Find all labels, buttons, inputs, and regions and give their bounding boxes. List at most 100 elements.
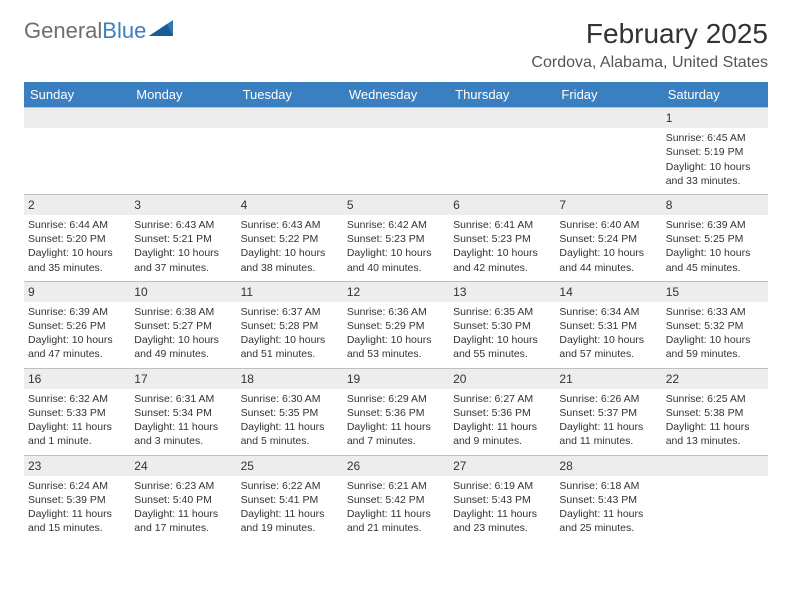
daylight-text: Daylight: 10 hours and 57 minutes. xyxy=(559,333,657,361)
calendar-day: 12Sunrise: 6:36 AMSunset: 5:29 PMDayligh… xyxy=(343,281,449,368)
daylight-text: Daylight: 10 hours and 45 minutes. xyxy=(666,246,764,274)
daylight-text: Daylight: 10 hours and 59 minutes. xyxy=(666,333,764,361)
header: GeneralBlue February 2025 Cordova, Alaba… xyxy=(24,18,768,72)
day-number: 24 xyxy=(130,456,236,476)
sunset-text: Sunset: 5:20 PM xyxy=(28,232,126,246)
sunset-text: Sunset: 5:37 PM xyxy=(559,406,657,420)
calendar-day xyxy=(662,455,768,541)
sunrise-text: Sunrise: 6:38 AM xyxy=(134,305,232,319)
calendar-day: 25 Sunrise: 6:22 AMSunset: 5:41 PMDayligh… xyxy=(237,455,343,541)
daylight-text: Daylight: 11 hours and 25 minutes. xyxy=(559,507,657,535)
calendar-week: 16Sunrise: 6:32 AMSunset: 5:33 PMDayligh… xyxy=(24,368,768,455)
day-number xyxy=(449,108,555,128)
day-number: 23 xyxy=(24,456,130,476)
sunrise-text: Sunrise: 6:37 AM xyxy=(241,305,339,319)
sunset-text: Sunset: 5:19 PM xyxy=(666,145,764,159)
calendar-day: 10Sunrise: 6:38 AMSunset: 5:27 PMDayligh… xyxy=(130,281,236,368)
brand-text: GeneralBlue xyxy=(24,18,146,44)
weekday-header: Friday xyxy=(555,82,661,108)
calendar-day xyxy=(555,108,661,195)
calendar-day: 14Sunrise: 6:34 AMSunset: 5:31 PMDayligh… xyxy=(555,281,661,368)
sunrise-text: Sunrise: 6:22 AM xyxy=(241,479,339,493)
day-number: 28 xyxy=(555,456,661,476)
sunset-text: Sunset: 5:40 PM xyxy=(134,493,232,507)
sunset-text: Sunset: 5:33 PM xyxy=(28,406,126,420)
location: Cordova, Alabama, United States xyxy=(531,54,768,72)
calendar-day xyxy=(343,108,449,195)
sunset-text: Sunset: 5:41 PM xyxy=(241,493,339,507)
daylight-text: Daylight: 10 hours and 42 minutes. xyxy=(453,246,551,274)
day-number xyxy=(662,456,768,476)
calendar-day: 18Sunrise: 6:30 AMSunset: 5:35 PMDayligh… xyxy=(237,368,343,455)
calendar-day: 16Sunrise: 6:32 AMSunset: 5:33 PMDayligh… xyxy=(24,368,130,455)
day-number xyxy=(130,108,236,128)
day-number: 21 xyxy=(555,369,661,389)
weekday-header: Wednesday xyxy=(343,82,449,108)
sunset-text: Sunset: 5:34 PM xyxy=(134,406,232,420)
sunrise-text: Sunrise: 6:42 AM xyxy=(347,218,445,232)
day-number: 2 xyxy=(24,195,130,215)
calendar-day: 3Sunrise: 6:43 AMSunset: 5:21 PMDaylight… xyxy=(130,194,236,281)
calendar-day: 9Sunrise: 6:39 AMSunset: 5:26 PMDaylight… xyxy=(24,281,130,368)
day-number: 27 xyxy=(449,456,555,476)
daylight-text: Daylight: 11 hours and 3 minutes. xyxy=(134,420,232,448)
sunrise-text: Sunrise: 6:35 AM xyxy=(453,305,551,319)
day-number: 14 xyxy=(555,282,661,302)
sunset-text: Sunset: 5:35 PM xyxy=(241,406,339,420)
day-number: 16 xyxy=(24,369,130,389)
calendar-day: 8Sunrise: 6:39 AMSunset: 5:25 PMDaylight… xyxy=(662,194,768,281)
sunrise-text: Sunrise: 6:34 AM xyxy=(559,305,657,319)
sunrise-text: Sunrise: 6:30 AM xyxy=(241,392,339,406)
sunset-text: Sunset: 5:36 PM xyxy=(347,406,445,420)
day-number: 25 xyxy=(237,456,343,476)
calendar-day: 2 Sunrise: 6:44 AMSunset: 5:20 PMDaylight… xyxy=(24,194,130,281)
page: GeneralBlue February 2025 Cordova, Alaba… xyxy=(0,0,792,559)
sunrise-text: Sunrise: 6:26 AM xyxy=(559,392,657,406)
title-block: February 2025 Cordova, Alabama, United S… xyxy=(531,18,768,72)
daylight-text: Daylight: 11 hours and 19 minutes. xyxy=(241,507,339,535)
calendar-day: 27Sunrise: 6:19 AMSunset: 5:43 PMDayligh… xyxy=(449,455,555,541)
day-number: 17 xyxy=(130,369,236,389)
daylight-text: Daylight: 11 hours and 13 minutes. xyxy=(666,420,764,448)
daylight-text: Daylight: 11 hours and 21 minutes. xyxy=(347,507,445,535)
calendar-week: 2Sunrise: 6:44 AMSunset: 5:20 PMDaylight… xyxy=(24,194,768,281)
sunset-text: Sunset: 5:32 PM xyxy=(666,319,764,333)
sunrise-text: Sunrise: 6:41 AM xyxy=(453,218,551,232)
sunset-text: Sunset: 5:21 PM xyxy=(134,232,232,246)
day-number xyxy=(24,108,130,128)
sunrise-text: Sunrise: 6:44 AM xyxy=(28,218,126,232)
calendar-day: 13Sunrise: 6:35 AMSunset: 5:30 PMDayligh… xyxy=(449,281,555,368)
sunset-text: Sunset: 5:28 PM xyxy=(241,319,339,333)
sunrise-text: Sunrise: 6:23 AM xyxy=(134,479,232,493)
daylight-text: Daylight: 11 hours and 1 minute. xyxy=(28,420,126,448)
day-number: 1 xyxy=(662,108,768,128)
day-number: 12 xyxy=(343,282,449,302)
day-number: 7 xyxy=(555,195,661,215)
sunset-text: Sunset: 5:43 PM xyxy=(559,493,657,507)
sunset-text: Sunset: 5:22 PM xyxy=(241,232,339,246)
sunset-text: Sunset: 5:27 PM xyxy=(134,319,232,333)
day-number: 6 xyxy=(449,195,555,215)
sunset-text: Sunset: 5:24 PM xyxy=(559,232,657,246)
daylight-text: Daylight: 10 hours and 40 minutes. xyxy=(347,246,445,274)
day-number: 26 xyxy=(343,456,449,476)
calendar-table: Sunday Monday Tuesday Wednesday Thursday… xyxy=(24,82,768,541)
calendar-day xyxy=(237,108,343,195)
day-number xyxy=(343,108,449,128)
sunset-text: Sunset: 5:39 PM xyxy=(28,493,126,507)
month-title: February 2025 xyxy=(531,18,768,50)
sunrise-text: Sunrise: 6:18 AM xyxy=(559,479,657,493)
day-number: 8 xyxy=(662,195,768,215)
day-number xyxy=(237,108,343,128)
daylight-text: Daylight: 11 hours and 15 minutes. xyxy=(28,507,126,535)
weekday-header: Monday xyxy=(130,82,236,108)
sunrise-text: Sunrise: 6:31 AM xyxy=(134,392,232,406)
day-number: 18 xyxy=(237,369,343,389)
daylight-text: Daylight: 10 hours and 44 minutes. xyxy=(559,246,657,274)
day-number: 4 xyxy=(237,195,343,215)
daylight-text: Daylight: 10 hours and 35 minutes. xyxy=(28,246,126,274)
calendar-day xyxy=(130,108,236,195)
calendar-day: 26Sunrise: 6:21 AMSunset: 5:42 PMDayligh… xyxy=(343,455,449,541)
day-number: 15 xyxy=(662,282,768,302)
daylight-text: Daylight: 10 hours and 37 minutes. xyxy=(134,246,232,274)
